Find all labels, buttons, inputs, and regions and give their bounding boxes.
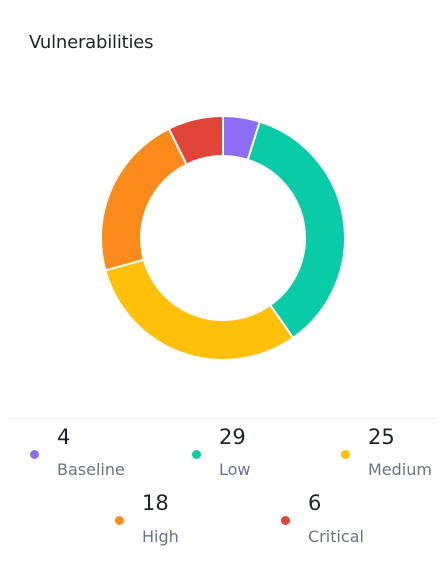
legend-label-low: Low xyxy=(219,460,251,479)
legend-dot-critical xyxy=(281,516,290,525)
donut-slice-high[interactable] xyxy=(100,127,188,272)
legend-label-medium: Medium xyxy=(368,460,432,479)
legend-value-critical: 6 xyxy=(308,491,322,515)
legend-dot-low xyxy=(192,450,201,459)
legend-label-critical: Critical xyxy=(308,527,364,546)
legend-dot-medium xyxy=(341,450,350,459)
donut-chart xyxy=(100,114,346,361)
donut-slice-medium[interactable] xyxy=(104,258,295,361)
legend-value-baseline: 4 xyxy=(57,425,71,449)
donut-slice-critical[interactable] xyxy=(167,114,224,166)
divider xyxy=(8,418,438,419)
legend-label-baseline: Baseline xyxy=(57,460,125,479)
donut-slice-low[interactable] xyxy=(246,120,346,340)
legend-dot-high xyxy=(115,516,124,525)
legend-dot-baseline xyxy=(30,450,39,459)
card-title: Vulnerabilities xyxy=(29,32,154,53)
legend-label-high: High xyxy=(142,527,179,546)
legend-value-low: 29 xyxy=(219,425,246,449)
legend-value-medium: 25 xyxy=(368,425,395,449)
legend-value-high: 18 xyxy=(142,491,169,515)
